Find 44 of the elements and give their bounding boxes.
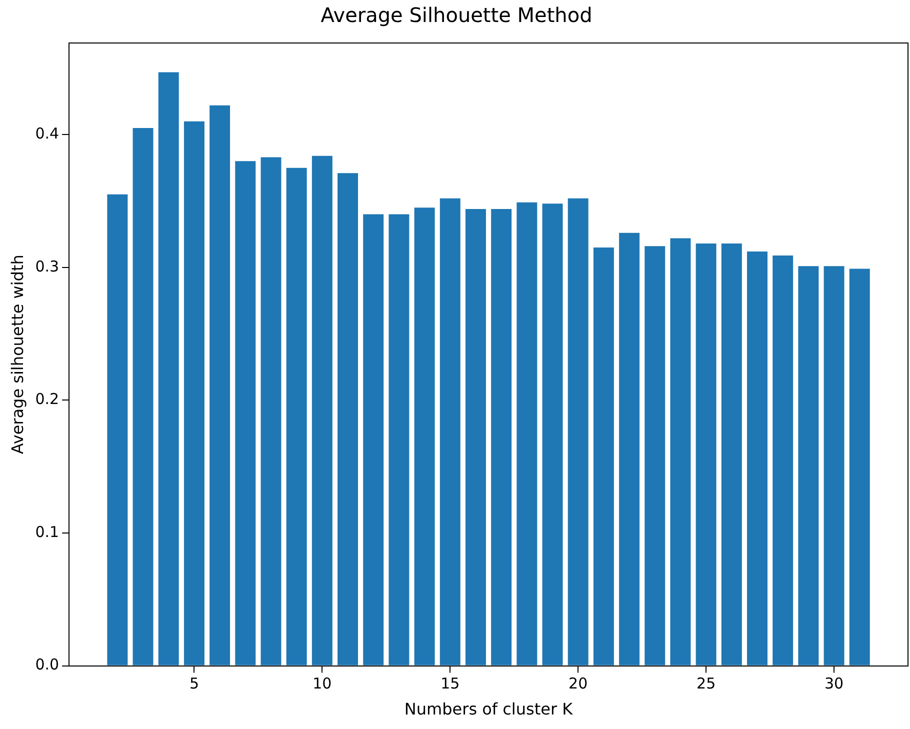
chart-title: Average Silhouette Method [320,3,592,28]
x-tick-label: 15 [440,674,460,693]
bar [388,214,410,666]
bar [772,255,794,666]
bar [235,161,256,666]
x-tick-label: 10 [312,674,332,693]
bar [568,198,588,666]
y-axis-title: Average silhouette width [8,254,27,454]
bar [158,72,179,666]
bar [363,214,384,666]
x-tick-label: 30 [824,674,844,693]
bar [260,157,282,666]
y-tick-label: 0.3 [35,257,60,276]
bar [210,105,230,666]
bar [107,194,128,666]
x-tick-label: 5 [189,674,199,693]
bar [414,208,435,666]
bar [798,266,819,666]
bar [849,268,870,666]
bar [824,266,844,666]
bar [593,248,614,666]
x-axis-title: Numbers of cluster K [404,700,574,719]
y-tick-label: 0.0 [35,656,60,674]
bar [440,198,460,666]
bar [312,156,332,666]
bar [619,232,640,666]
bar [184,121,204,666]
x-tick-label: 25 [696,674,716,693]
bar [338,173,358,666]
bar [670,238,691,666]
bar [696,244,716,666]
bar [465,208,486,666]
bar [516,202,538,666]
bar [721,244,742,666]
bar [286,168,307,666]
bar [747,251,768,666]
y-tick-label: 0.2 [35,390,60,408]
y-tick-label: 0.4 [35,124,60,143]
y-tick-label: 0.1 [35,522,60,541]
bar [491,208,512,666]
bar [644,246,666,666]
x-tick-label: 20 [568,674,588,693]
bar [542,204,563,666]
bar [132,128,154,666]
